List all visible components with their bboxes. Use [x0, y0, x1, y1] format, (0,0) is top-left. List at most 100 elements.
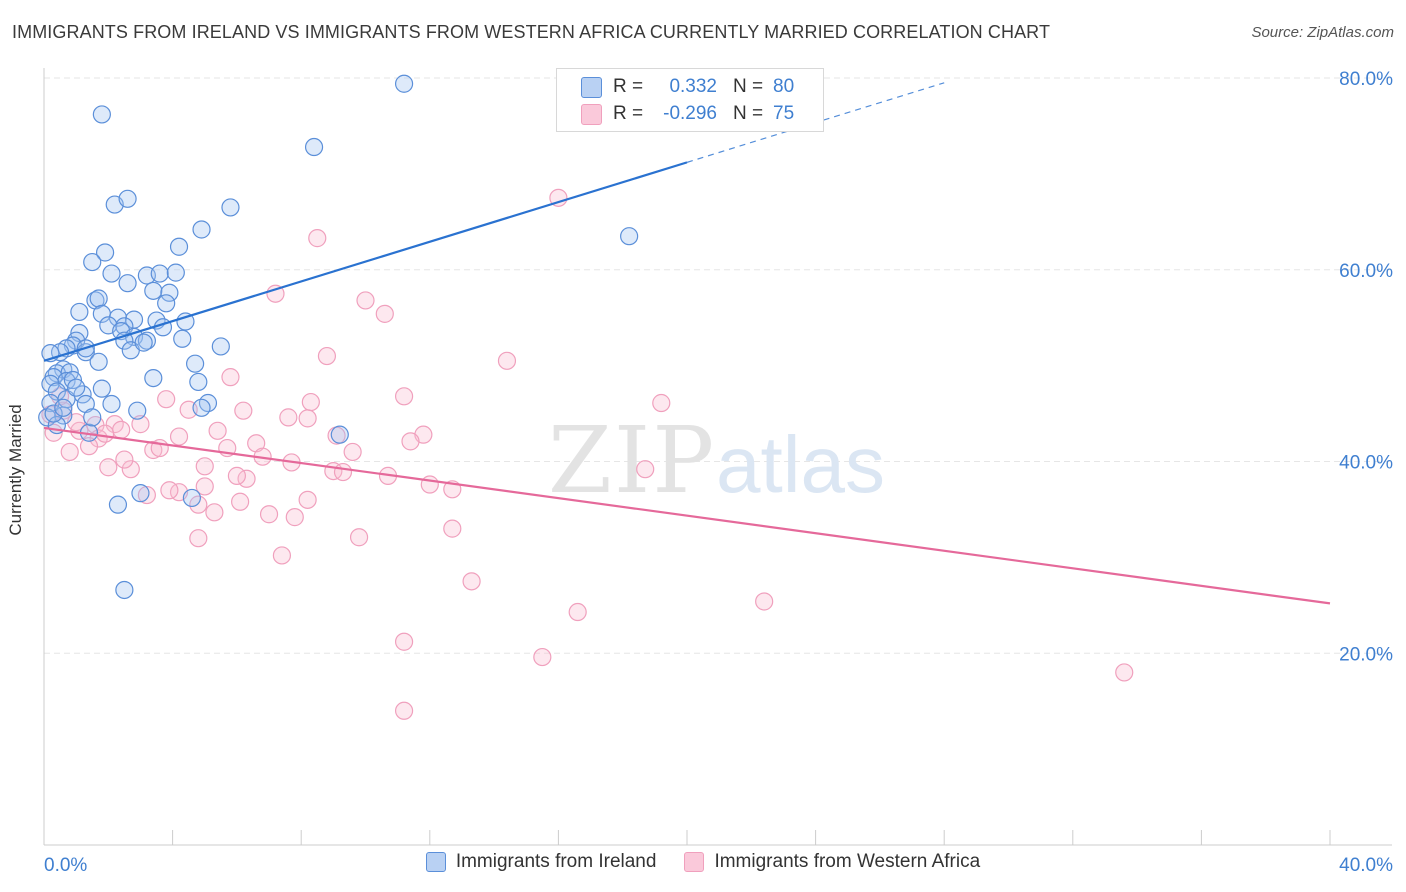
- axes: [43, 68, 1392, 846]
- n-value: 80: [773, 76, 795, 97]
- western-africa-point: [60, 442, 79, 462]
- y-tick-label: 80.0%: [1339, 69, 1393, 90]
- ireland-trend-line: [43, 161, 688, 362]
- ireland-point: [54, 398, 73, 417]
- western-africa-point: [231, 492, 250, 511]
- western-africa-point: [221, 368, 240, 387]
- ireland-point: [47, 382, 66, 401]
- western-africa-point: [533, 647, 552, 667]
- western-africa-swatch: [581, 103, 602, 125]
- western-africa-point: [272, 546, 292, 565]
- ireland-point: [157, 294, 176, 313]
- ireland-point: [102, 394, 121, 414]
- western-africa-point: [301, 392, 320, 412]
- western-africa-point: [298, 490, 317, 509]
- legend-label-ireland: Immigrants from Ireland: [455, 851, 657, 872]
- ireland-point: [134, 333, 153, 352]
- y-tick-label: 20.0%: [1339, 644, 1393, 665]
- ireland-point: [192, 398, 211, 417]
- ireland-point: [160, 283, 179, 302]
- ireland-point: [44, 404, 63, 423]
- ireland-point: [304, 137, 324, 157]
- watermark-atlas: atlas: [716, 420, 885, 509]
- ireland-point: [83, 252, 102, 272]
- ireland-point: [102, 264, 121, 283]
- legend-label-western-africa: Immigrants from Western Africa: [714, 851, 981, 872]
- western-africa-point: [333, 462, 353, 482]
- ireland-point: [92, 105, 111, 124]
- ireland-point: [221, 198, 240, 217]
- western-africa-legend-swatch: [684, 852, 705, 872]
- series-western-africa-points: [41, 188, 1134, 720]
- western-africa-point: [137, 485, 156, 505]
- watermark-zip: ZIP: [548, 407, 716, 514]
- western-africa-point: [497, 351, 517, 370]
- ireland-point: [189, 372, 208, 392]
- western-africa-point: [234, 401, 253, 420]
- western-africa-point: [169, 427, 189, 446]
- x-tick-label: 0.0%: [44, 855, 87, 876]
- ireland-point: [76, 343, 95, 362]
- western-africa-point: [95, 424, 115, 443]
- western-africa-point: [115, 450, 134, 469]
- western-africa-point: [208, 421, 227, 440]
- r-label: R =: [613, 103, 644, 124]
- ireland-point: [330, 425, 349, 444]
- western-africa-point: [259, 505, 279, 524]
- western-africa-point: [349, 528, 369, 547]
- western-africa-point: [549, 188, 568, 207]
- ireland-point: [118, 189, 137, 208]
- stats-legend: R = 0.332 N = 80 R = -0.296 N = 75: [556, 68, 824, 132]
- western-africa-point: [443, 519, 462, 538]
- x-tick-label: 40.0%: [1339, 855, 1393, 876]
- trend-lines: [43, 82, 1331, 605]
- western-africa-point: [755, 592, 774, 611]
- ireland-point: [620, 227, 639, 246]
- western-africa-point: [266, 284, 285, 303]
- ireland-point: [128, 401, 147, 420]
- ireland-legend-swatch: [425, 852, 446, 872]
- western-africa-point: [375, 304, 394, 323]
- ireland-point: [394, 74, 414, 93]
- y-tick-label: 60.0%: [1339, 261, 1393, 282]
- ireland-point: [115, 580, 134, 600]
- western-africa-point: [394, 387, 414, 406]
- source-label: Source: ZipAtlas.com: [1251, 24, 1394, 41]
- western-africa-point: [144, 440, 163, 460]
- ireland-point: [144, 281, 163, 300]
- n-label: N =: [733, 76, 764, 97]
- ireland-point: [89, 289, 108, 308]
- ireland-point: [118, 274, 137, 293]
- ireland-point: [95, 243, 115, 262]
- western-africa-point: [1115, 663, 1134, 682]
- ireland-point: [108, 495, 128, 514]
- western-africa-trend-line: [43, 426, 1331, 605]
- western-africa-point: [636, 460, 655, 479]
- western-africa-point: [189, 495, 208, 514]
- western-africa-point: [99, 458, 118, 477]
- western-africa-point: [195, 457, 214, 476]
- western-africa-point: [227, 466, 246, 485]
- ireland-point: [131, 484, 150, 503]
- ireland-point: [176, 312, 195, 331]
- ireland-point: [67, 378, 86, 397]
- ireland-point: [211, 337, 230, 356]
- ireland-point: [182, 488, 201, 508]
- ireland-point: [192, 220, 211, 239]
- y-tick-label: 40.0%: [1339, 453, 1393, 474]
- ireland-point: [144, 368, 163, 388]
- western-africa-point: [568, 602, 587, 622]
- ireland-point: [150, 264, 169, 283]
- western-africa-point: [343, 442, 362, 462]
- western-africa-point: [189, 529, 208, 548]
- ireland-swatch: [581, 76, 602, 98]
- ireland-point: [166, 263, 185, 282]
- western-africa-point: [160, 481, 179, 500]
- n-value: 75: [773, 103, 795, 124]
- western-africa-point: [195, 477, 214, 496]
- western-africa-point: [394, 632, 414, 651]
- series-ireland-points: [38, 74, 639, 600]
- western-africa-point: [308, 229, 327, 248]
- r-value: -0.296: [663, 103, 717, 124]
